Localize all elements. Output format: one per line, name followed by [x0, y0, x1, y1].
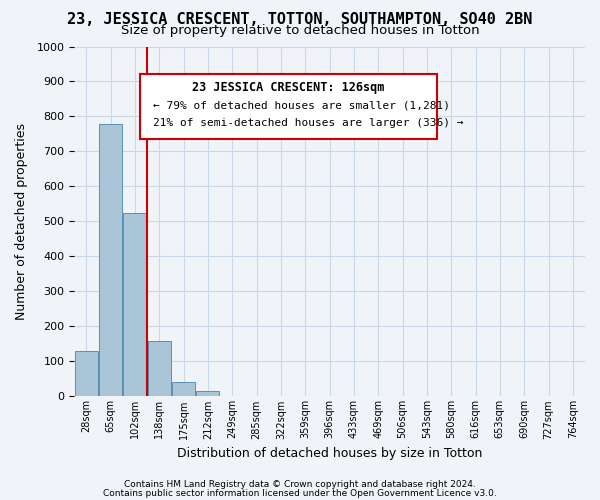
Bar: [74, 351, 98, 397]
X-axis label: Distribution of detached houses by size in Totton: Distribution of detached houses by size …: [177, 447, 482, 460]
Bar: [99, 124, 122, 396]
Bar: [148, 341, 171, 396]
Text: Contains public sector information licensed under the Open Government Licence v3: Contains public sector information licen…: [103, 489, 497, 498]
Text: Size of property relative to detached houses in Totton: Size of property relative to detached ho…: [121, 24, 479, 37]
Bar: [172, 382, 195, 396]
Bar: [124, 212, 146, 396]
Bar: [196, 391, 220, 396]
Y-axis label: Number of detached properties: Number of detached properties: [15, 123, 28, 320]
Text: Contains HM Land Registry data © Crown copyright and database right 2024.: Contains HM Land Registry data © Crown c…: [124, 480, 476, 489]
Text: 21% of semi-detached houses are larger (336) →: 21% of semi-detached houses are larger (…: [153, 118, 464, 128]
FancyBboxPatch shape: [140, 74, 437, 139]
Text: ← 79% of detached houses are smaller (1,281): ← 79% of detached houses are smaller (1,…: [153, 100, 450, 110]
Text: 23, JESSICA CRESCENT, TOTTON, SOUTHAMPTON, SO40 2BN: 23, JESSICA CRESCENT, TOTTON, SOUTHAMPTO…: [67, 12, 533, 28]
Text: 23 JESSICA CRESCENT: 126sqm: 23 JESSICA CRESCENT: 126sqm: [193, 82, 385, 94]
